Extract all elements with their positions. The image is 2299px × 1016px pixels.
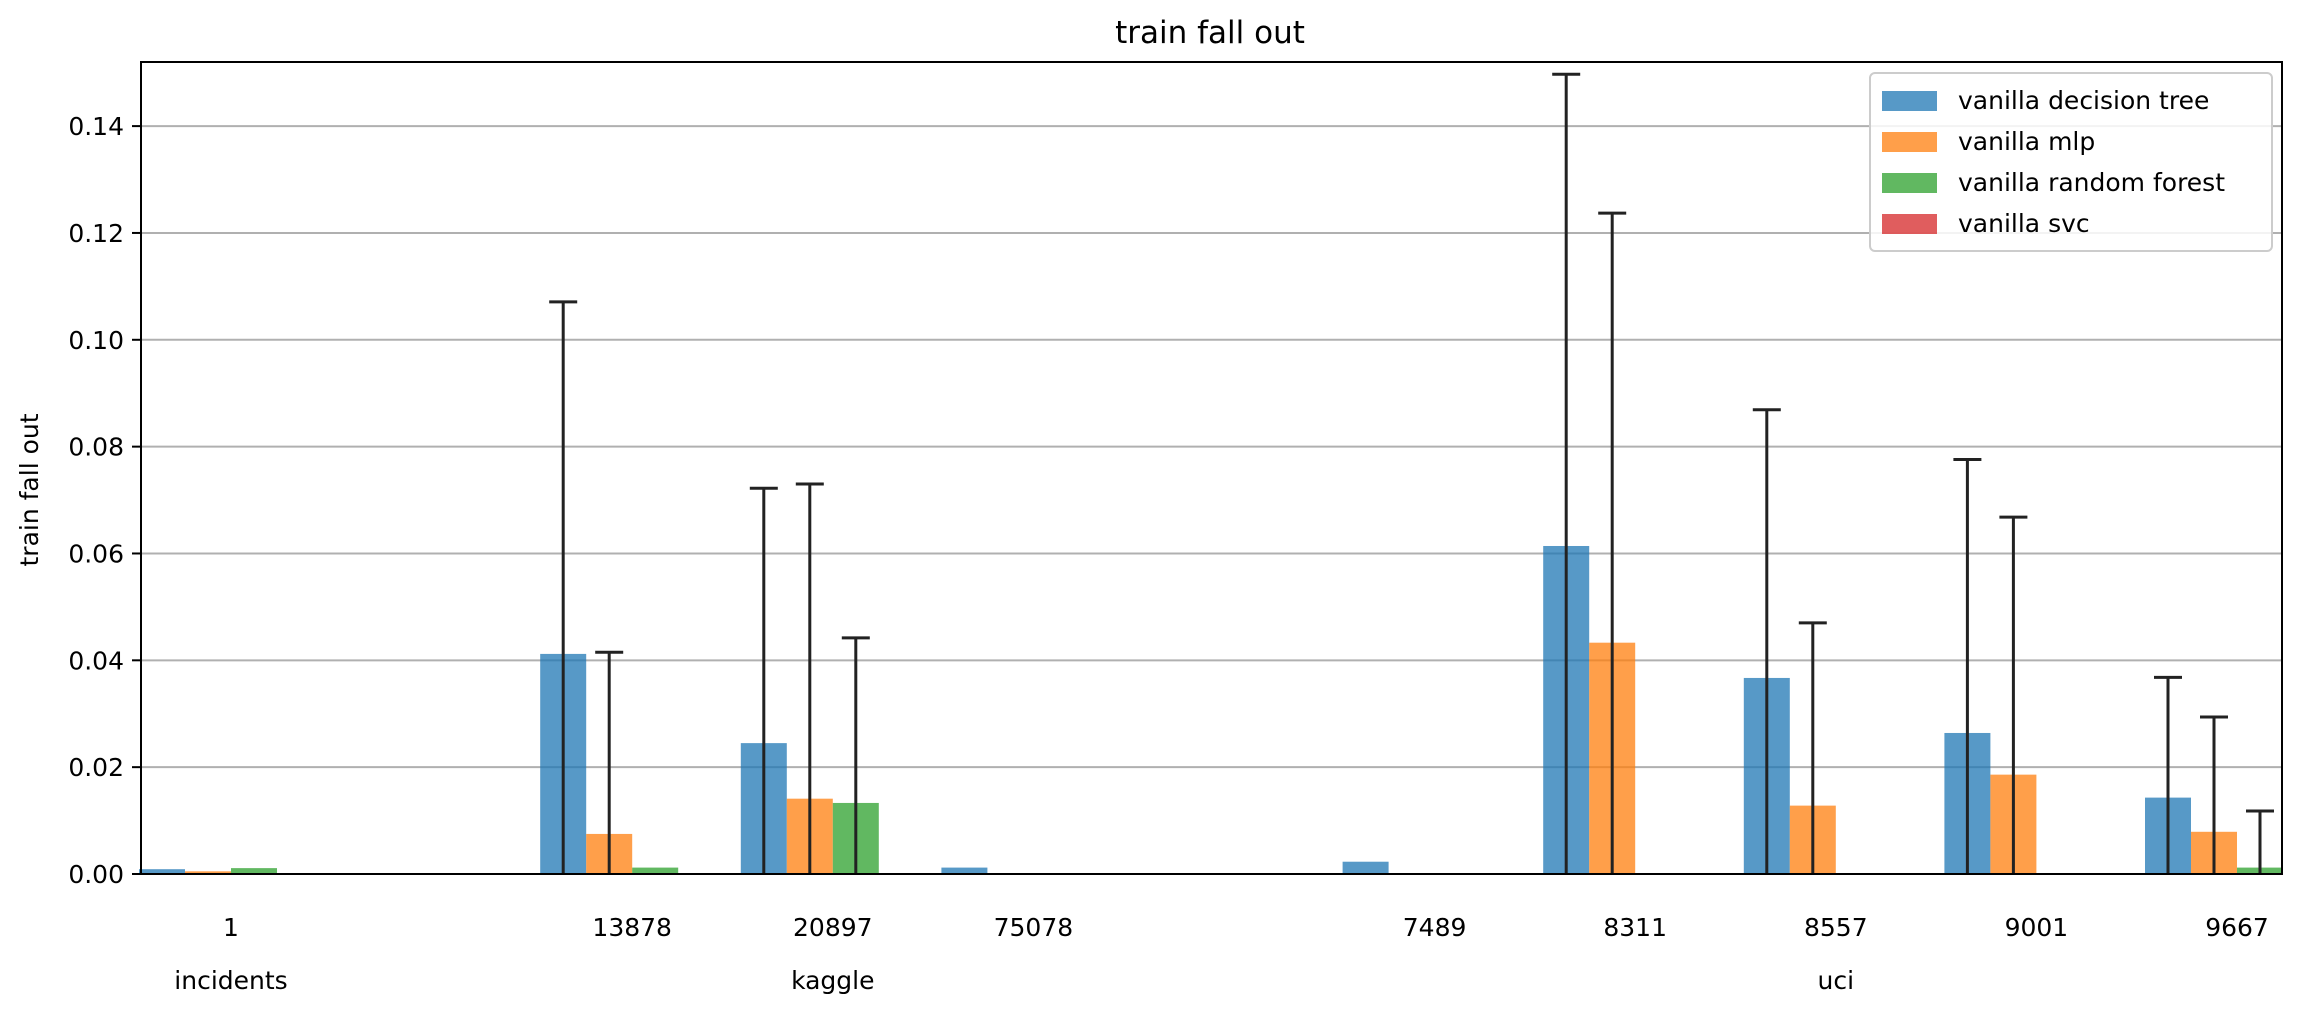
chart-title: train fall out — [1115, 15, 1305, 51]
legend-label: vanilla mlp — [1958, 127, 2095, 156]
y-tick-label: 0.12 — [68, 219, 124, 248]
x-tick-label: 75078 — [994, 913, 1074, 942]
bar — [139, 869, 185, 874]
legend-label: vanilla svc — [1958, 209, 2090, 238]
x-tick-label: 9001 — [2005, 913, 2069, 942]
y-tick-label: 0.00 — [68, 860, 124, 889]
bars — [139, 545, 2283, 874]
bar — [185, 871, 231, 874]
error-bars — [549, 72, 2274, 874]
bar — [231, 868, 277, 874]
y-tick-label: 0.10 — [68, 326, 124, 355]
y-axis: 0.00 0.02 0.04 0.06 0.08 0.10 0.12 0.14 — [68, 112, 141, 889]
legend-swatch — [1882, 173, 1937, 193]
x-axis: 1 13878 20897 75078 7489 8311 8557 9001 9667 inci… — [174, 913, 2269, 995]
x-tick-label: 8557 — [1804, 913, 1868, 942]
x-tick-label: 13878 — [592, 913, 672, 942]
grid-lines — [141, 125, 2282, 769]
y-axis-label: train fall out — [15, 413, 44, 566]
legend-swatch — [1882, 132, 1937, 152]
x-tick-label: 7489 — [1403, 913, 1467, 942]
bar — [632, 867, 679, 874]
x-tick-label: 1 — [223, 913, 239, 942]
y-tick-label: 0.06 — [68, 539, 124, 568]
y-tick-label: 0.02 — [68, 753, 124, 782]
x-group-label: incidents — [174, 966, 287, 995]
y-tick-label: 0.14 — [68, 112, 124, 141]
x-tick-label: 8311 — [1603, 913, 1667, 942]
x-group-label: uci — [1818, 966, 1855, 995]
y-tick-label: 0.08 — [68, 433, 124, 462]
x-tick-label: 20897 — [793, 913, 873, 942]
bar — [941, 867, 988, 874]
legend-swatch — [1882, 91, 1937, 111]
bar — [1342, 861, 1389, 874]
x-group-label: kaggle — [791, 966, 874, 995]
plot-frame — [140, 61, 2283, 875]
legend-swatch — [1882, 214, 1937, 234]
y-tick-label: 0.04 — [68, 646, 124, 675]
legend-label: vanilla decision tree — [1958, 86, 2209, 115]
legend-box — [1869, 72, 2273, 252]
legend-label: vanilla random forest — [1958, 168, 2225, 197]
legend: vanilla decision tree vanilla mlp vanilla … — [1869, 72, 2273, 252]
x-tick-label: 9667 — [2205, 913, 2269, 942]
